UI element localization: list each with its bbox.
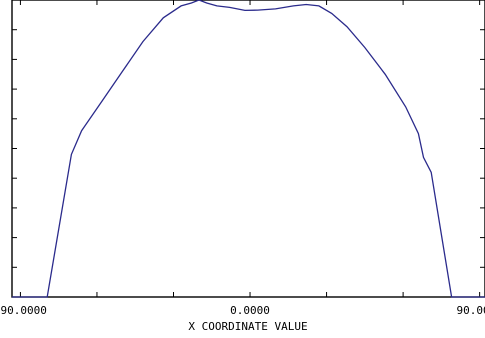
x-axis-title: X COORDINATE VALUE [188, 320, 307, 333]
x-tick-label: -90.0000 [0, 304, 47, 317]
x-ticks [19, 0, 481, 297]
x-tick-labels: -90.0000 0.0000 90.0000 [0, 304, 485, 317]
x-tick-label: 0.0000 [230, 304, 270, 317]
plot-frame [11, 0, 485, 298]
profile-curve [12, 0, 485, 298]
x-tick-label: 90.0000 [456, 304, 485, 317]
y-ticks [12, 29, 485, 268]
